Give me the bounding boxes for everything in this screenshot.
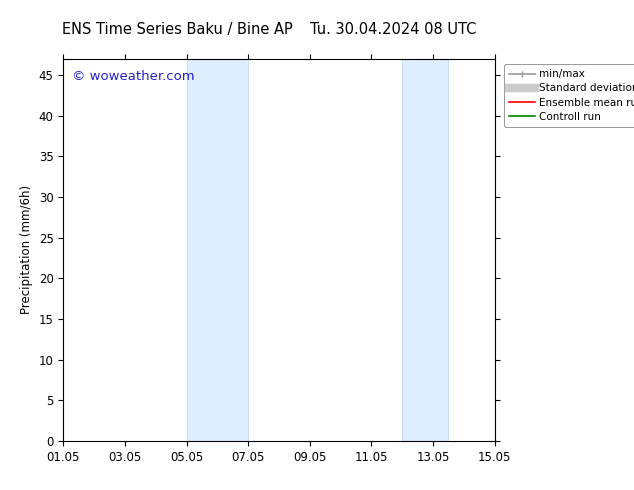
Text: ENS Time Series Baku / Bine AP: ENS Time Series Baku / Bine AP xyxy=(62,22,293,37)
Y-axis label: Precipitation (mm/6h): Precipitation (mm/6h) xyxy=(20,185,33,315)
Legend: min/max, Standard deviation, Ensemble mean run, Controll run: min/max, Standard deviation, Ensemble me… xyxy=(504,64,634,127)
Text: © woweather.com: © woweather.com xyxy=(72,70,195,83)
Bar xyxy=(186,59,248,441)
Text: Tu. 30.04.2024 08 UTC: Tu. 30.04.2024 08 UTC xyxy=(310,22,476,37)
Bar xyxy=(402,59,448,441)
